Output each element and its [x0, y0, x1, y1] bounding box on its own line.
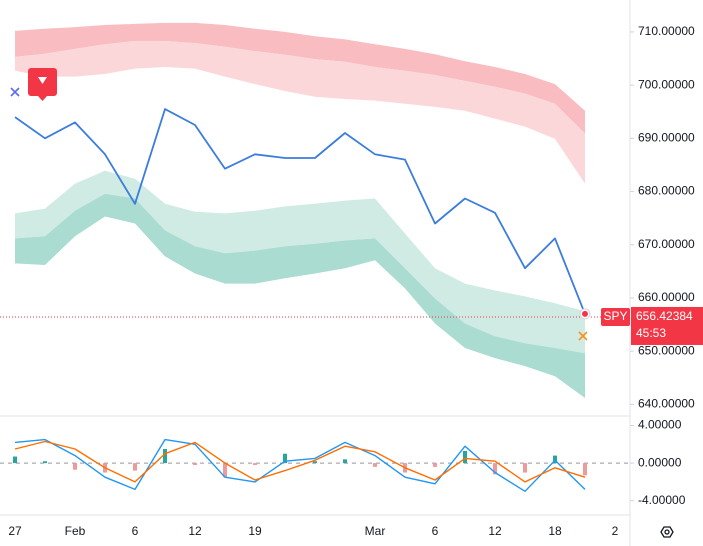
histogram-bar	[283, 453, 287, 464]
histogram-bar	[163, 449, 167, 464]
histogram-bar	[463, 450, 467, 464]
x-tick-label: Feb	[65, 524, 86, 538]
indicator-line	[14, 438, 586, 492]
histogram-bar	[223, 463, 227, 478]
y-tick-label: -4.00000	[638, 493, 686, 507]
x-tick-label: Mar	[365, 524, 386, 538]
histogram-bar	[313, 461, 317, 464]
y-tick-label: 660.00000	[638, 290, 695, 304]
price-tag-label: 656.42384	[636, 309, 693, 323]
x-tick-label: 6	[132, 524, 139, 538]
symbol-tag	[601, 307, 630, 326]
countdown-label: 45:53	[636, 326, 666, 340]
sell-signal[interactable]	[28, 68, 57, 101]
histogram-bar	[523, 463, 527, 473]
x-tick-label: 12	[488, 524, 502, 538]
histogram-bar	[193, 463, 197, 465]
x-tick-label: 27	[8, 524, 22, 538]
settings-icon[interactable]	[660, 526, 674, 538]
histogram-bar	[133, 463, 137, 471]
cross-marker	[10, 87, 20, 97]
price-line-series	[14, 108, 586, 315]
histogram-bar	[493, 463, 497, 475]
band-area	[15, 22, 585, 134]
x-tick-label: 19	[248, 524, 262, 538]
histogram-bar	[43, 461, 47, 464]
x-tick-label: 6	[432, 524, 439, 538]
plot: 640.00000650.00000660.00000670.00000680.…	[0, 22, 703, 538]
histogram-bar	[73, 463, 77, 470]
y-tick-label: 690.00000	[638, 131, 695, 145]
y-tick-label: 0.00000	[638, 455, 682, 469]
y-tick-label: 650.00000	[638, 343, 695, 357]
indicator-line	[14, 440, 586, 483]
y-tick-label: 670.00000	[638, 237, 695, 251]
histogram-bar	[253, 463, 257, 465]
y-tick-label: 680.00000	[638, 184, 695, 198]
x-tick-label: 2	[612, 524, 619, 538]
symbol-tag-label: SPY	[603, 309, 627, 323]
x-tick-label: 12	[188, 524, 202, 538]
last-point-dot	[582, 310, 588, 317]
histogram-bar	[373, 463, 377, 467]
y-tick-label: 700.00000	[638, 77, 695, 91]
histogram-bar	[433, 463, 437, 467]
cross-marker	[578, 331, 588, 341]
histogram-bar	[13, 456, 17, 464]
band-area	[15, 170, 585, 354]
histogram-bar	[343, 459, 347, 464]
histogram-bar	[553, 455, 557, 464]
histogram-bar	[583, 463, 587, 476]
band-area	[15, 41, 585, 184]
price-tag	[631, 306, 703, 345]
y-tick-label: 640.00000	[638, 397, 695, 411]
band-area	[15, 193, 585, 398]
x-tick-label: 18	[548, 524, 562, 538]
y-tick-label: 710.00000	[638, 24, 695, 38]
y-tick-label: 4.00000	[638, 418, 682, 432]
